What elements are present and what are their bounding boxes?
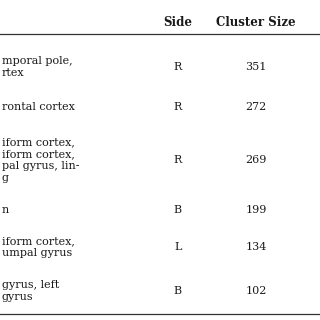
Text: iform cortex,
iform cortex,
pal gyrus, lin-
g: iform cortex, iform cortex, pal gyrus, l… (2, 137, 79, 183)
Text: R: R (173, 62, 182, 72)
Text: 102: 102 (245, 286, 267, 296)
Text: 272: 272 (245, 102, 267, 112)
Text: mporal pole,
rtex: mporal pole, rtex (2, 56, 72, 78)
Text: R: R (173, 155, 182, 165)
Text: 269: 269 (245, 155, 267, 165)
Text: R: R (173, 102, 182, 112)
Text: Side: Side (163, 16, 192, 29)
Text: Cluster Size: Cluster Size (216, 16, 296, 29)
Text: rontal cortex: rontal cortex (2, 102, 75, 112)
Text: n: n (2, 204, 9, 215)
Text: B: B (173, 286, 182, 296)
Text: gyrus, left
gyrus: gyrus, left gyrus (2, 280, 59, 302)
Text: iform cortex,
umpal gyrus: iform cortex, umpal gyrus (2, 236, 75, 258)
Text: 134: 134 (245, 242, 267, 252)
Text: 351: 351 (245, 62, 267, 72)
Text: B: B (173, 204, 182, 215)
Text: 199: 199 (245, 204, 267, 215)
Text: L: L (174, 242, 181, 252)
